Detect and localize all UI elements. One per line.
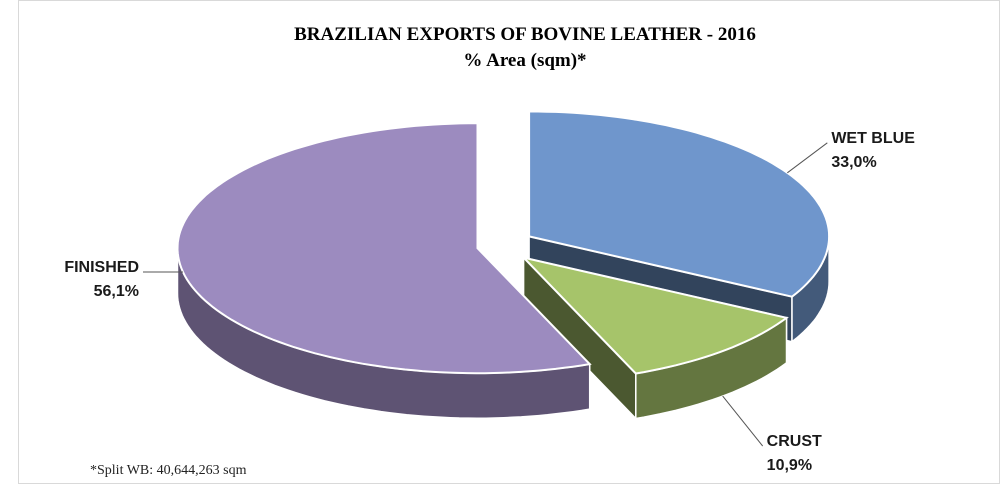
slice — [520, 255, 789, 375]
chart-subtitle: % Area (sqm)* — [463, 50, 586, 71]
leader-line — [722, 395, 764, 447]
leader-line — [787, 142, 828, 174]
slice-label: CRUST — [767, 433, 822, 450]
chart-title: BRAZILIAN EXPORTS OF BOVINE LEATHER - 20… — [294, 24, 756, 45]
slice — [528, 110, 831, 298]
slice-label: WET BLUE — [831, 130, 915, 147]
value-label: 10,9% — [767, 457, 812, 474]
value-label: 33,0% — [831, 154, 876, 171]
slice-label: FINISHED — [64, 259, 139, 276]
value-label: 56,1% — [94, 283, 139, 300]
footnote: *Split WB: 40,644,263 sqm — [90, 463, 247, 478]
